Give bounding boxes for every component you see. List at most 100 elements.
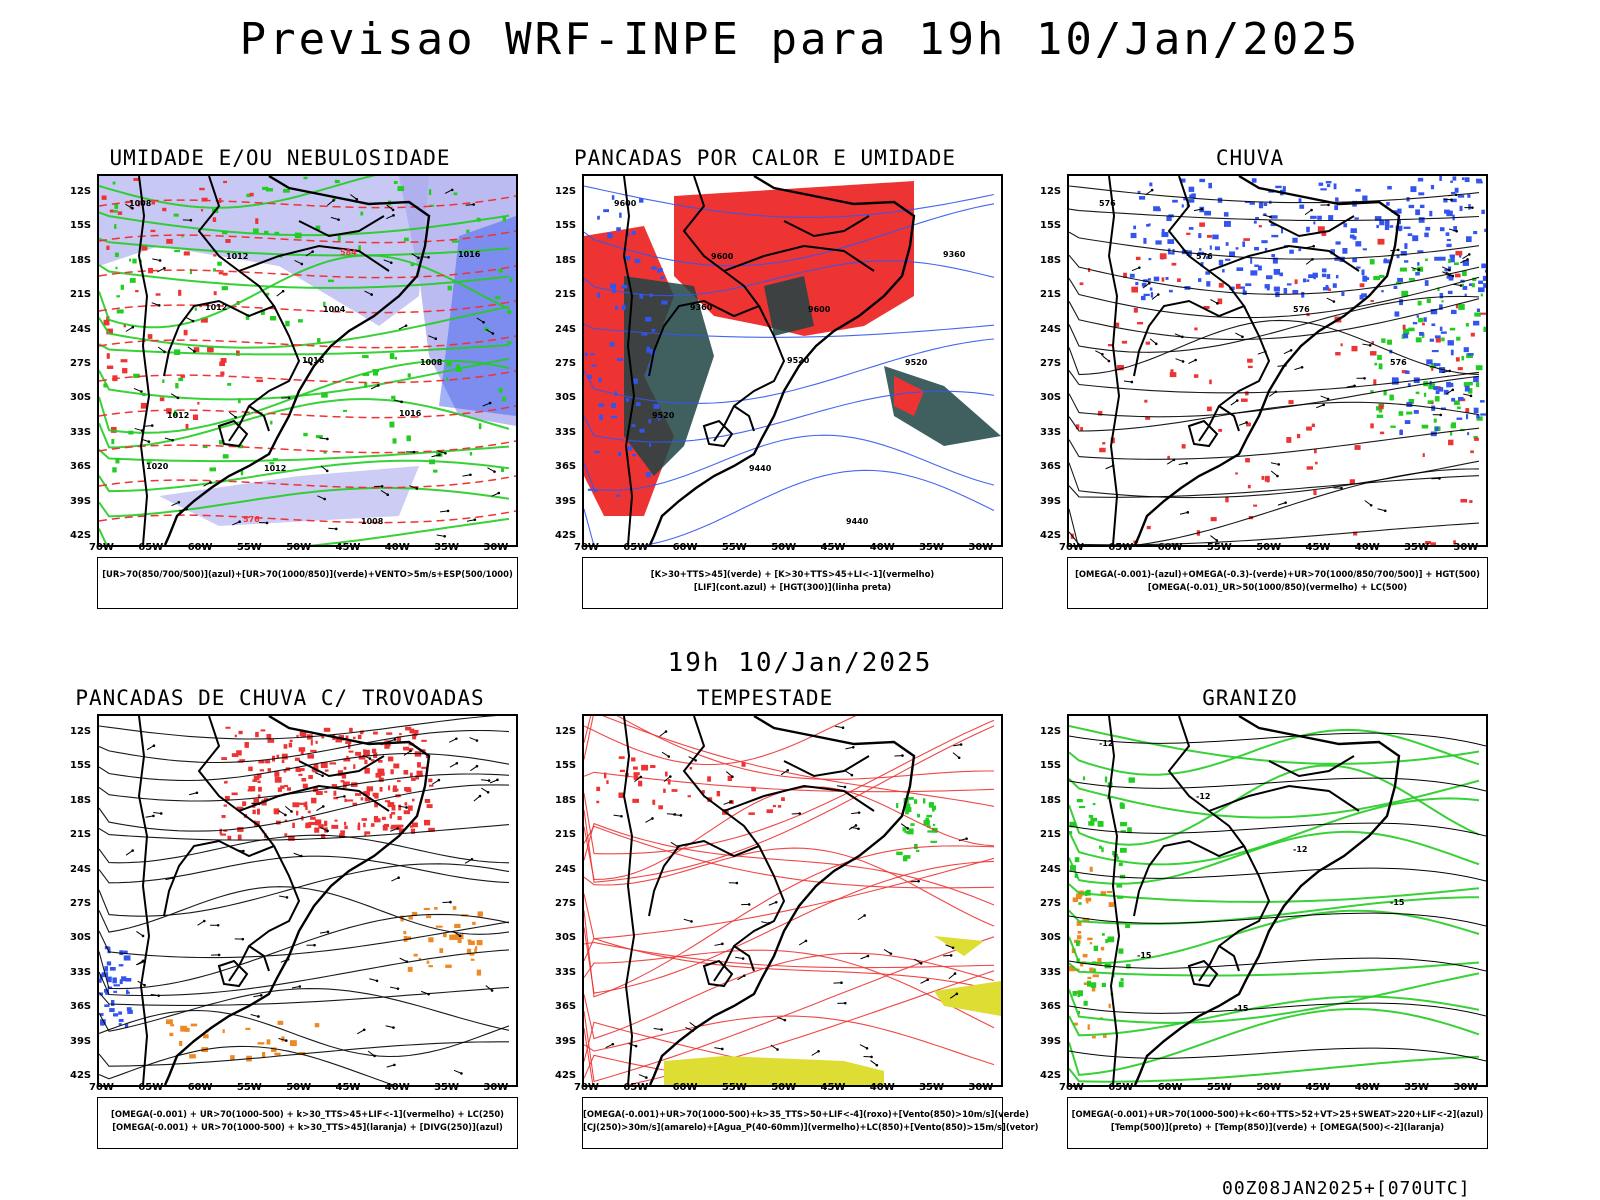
map-layer xyxy=(584,716,1001,1085)
map-plot xyxy=(582,714,1003,1087)
lon-tick-label: 40W xyxy=(1354,542,1380,553)
lon-tick-label: 55W xyxy=(1206,542,1232,553)
lon-tick-label: 45W xyxy=(820,542,846,553)
panel-trovoadas: PANCADAS DE CHUVA C/ TROVOADAS [OMEGA(-0… xyxy=(42,686,518,1166)
lon-tick-label: 45W xyxy=(335,542,361,553)
lat-tick-label: 21S xyxy=(555,289,577,301)
lon-tick-label: 30W xyxy=(968,1082,994,1093)
lat-tick-label: 30S xyxy=(1040,392,1062,404)
lat-tick-label: 15S xyxy=(70,760,92,772)
lat-tick-label: 21S xyxy=(555,829,577,841)
contour-label: -12 xyxy=(1099,739,1113,748)
contour-label: 9520 xyxy=(652,411,675,420)
contour-label: 9600 xyxy=(711,252,734,261)
lat-tick-label: 24S xyxy=(555,863,577,875)
contour-label: 1016 xyxy=(458,250,481,259)
lon-tick-label: 60W xyxy=(1157,1082,1183,1093)
lat-tick-label: 42S xyxy=(1040,1070,1062,1081)
map-layer: 1008 1012 1004 1008 1012 1012 1008 1016 1012 1016… xyxy=(99,176,516,545)
map-canvas: 576 576 576 576 xyxy=(1069,176,1486,545)
lat-tick-label: 15S xyxy=(1040,760,1062,772)
lon-tick-label: 50W xyxy=(286,1082,312,1093)
lat-tick-label: 15S xyxy=(1040,220,1062,232)
legend-box: [OMEGA(-0.001)-(azul)+OMEGA(-0.3)-(verde… xyxy=(1067,557,1488,609)
lat-tick-label: 24S xyxy=(1040,323,1062,335)
lat-tick-label: 27S xyxy=(555,898,577,909)
lon-tick-label: 40W xyxy=(1354,1082,1380,1093)
lat-tick-label: 27S xyxy=(555,358,577,369)
lat-tick-label: 12S xyxy=(555,726,577,737)
lon-tick-label: 50W xyxy=(771,542,797,553)
lon-tick-label: 70W xyxy=(1059,542,1084,553)
lat-tick-label: 18S xyxy=(555,254,577,266)
lon-tick-label: 30W xyxy=(483,1082,509,1093)
legend-box: [UR>70(850/700/500)](azul)+[UR>70(1000/8… xyxy=(97,557,518,609)
contour-label: -12 xyxy=(1196,792,1210,801)
contour-label: -15 xyxy=(1234,1004,1249,1013)
legend-line: [OMEGA(-0.001) + UR>70(1000-500) + k>30_… xyxy=(111,1109,504,1119)
lat-tick-label: 39S xyxy=(1040,495,1062,507)
lon-tick-label: 55W xyxy=(721,542,747,553)
lon-tick-label: 60W xyxy=(672,1082,698,1093)
map-layer: 9600 9600 9600 9520 9520 9440 9440 9360 9360 9520 xyxy=(584,176,1001,545)
lon-tick-label: 40W xyxy=(384,1082,410,1093)
legend-box: [OMEGA(-0.001)+UR>70(1000-500)+k<60+TTS>… xyxy=(1067,1097,1488,1149)
panel-umidade: UMIDADE E/OU NEBULOSIDADE 1008 1012 1004 10… xyxy=(42,146,518,626)
lat-tick-label: 18S xyxy=(70,254,92,266)
contour-label: 9360 xyxy=(690,303,713,312)
contour-label: 9440 xyxy=(749,464,772,473)
lon-tick-label: 50W xyxy=(771,1082,797,1093)
contour-label: 9520 xyxy=(787,356,810,365)
lon-tick-label: 40W xyxy=(869,542,895,553)
contour-label: 1016 xyxy=(302,356,325,365)
lat-tick-label: 33S xyxy=(70,966,92,978)
lat-tick-label: 24S xyxy=(70,863,92,875)
lat-tick-label: 30S xyxy=(1040,932,1062,944)
contour-label: 1020 xyxy=(146,462,169,471)
map-canvas: 1008 1012 1004 1008 1012 1012 1008 1016 1012 1016… xyxy=(99,176,516,545)
contour-label: 576 xyxy=(1390,358,1407,367)
lon-tick-label: 35W xyxy=(434,1082,460,1093)
lon-tick-label: 40W xyxy=(869,1082,895,1093)
legend-line: [OMEGA(-0.001) + UR>70(1000-500) + k>30_… xyxy=(112,1122,503,1132)
lat-tick-label: 33S xyxy=(1040,966,1062,978)
main-title: Previsao WRF-INPE para 19h 10/Jan/2025 xyxy=(239,14,1361,65)
lat-tick-label: 36S xyxy=(555,1001,577,1013)
lon-tick-label: 30W xyxy=(483,542,509,553)
contour-label: 584 xyxy=(340,248,357,257)
lat-tick-label: 15S xyxy=(555,220,577,232)
lat-tick-label: 30S xyxy=(70,392,92,404)
contour-label: 576 xyxy=(1196,252,1213,261)
panel-tempestade: TEMPESTADE [OMEGA(-0.001)+UR>70(1000-500… xyxy=(527,686,1039,1166)
lat-tick-label: 30S xyxy=(555,392,577,404)
lat-tick-label: 36S xyxy=(1040,1001,1062,1013)
lon-tick-label: 55W xyxy=(236,1082,262,1093)
lon-tick-label: 70W xyxy=(574,1082,599,1093)
lon-tick-label: 70W xyxy=(89,1082,114,1093)
map-plot: 576 576 576 576 xyxy=(1067,174,1488,547)
lon-tick-label: 35W xyxy=(919,1082,945,1093)
legend-box: [OMEGA(-0.001)+UR>70(1000-500)+k>35_TTS>… xyxy=(582,1097,1039,1149)
lon-tick-label: 35W xyxy=(1404,542,1430,553)
lon-tick-label: 70W xyxy=(1059,1082,1084,1093)
legend-line: [UR>70(850/700/500)](azul)+[UR>70(1000/8… xyxy=(102,569,513,579)
lon-tick-label: 35W xyxy=(1404,1082,1430,1093)
lat-tick-label: 27S xyxy=(70,898,92,909)
lon-tick-label: 35W xyxy=(919,542,945,553)
lon-tick-label: 65W xyxy=(623,542,649,553)
lat-tick-label: 39S xyxy=(1040,1035,1062,1047)
map-plot: 1008 1012 1004 1008 1012 1012 1008 1016 1012 1016… xyxy=(97,174,518,547)
legend-line: [OMEGA(-0.001)-(azul)+OMEGA(-0.3)-(verde… xyxy=(1075,569,1480,579)
lat-tick-label: 12S xyxy=(1040,726,1062,737)
contour-label: 9360 xyxy=(943,250,966,259)
lat-tick-label: 12S xyxy=(70,186,92,197)
lat-tick-label: 36S xyxy=(70,461,92,473)
lon-tick-label: 40W xyxy=(384,542,410,553)
lon-tick-label: 55W xyxy=(236,542,262,553)
lon-tick-label: 50W xyxy=(1256,542,1282,553)
run-timestamp: 00Z08JAN2025+[070UTC] xyxy=(1222,1178,1471,1199)
legend-line: [K>30+TTS>45](verde) + [K>30+TTS>45+LI<-… xyxy=(650,569,935,579)
panel-granizo: GRANIZO -12 -12 -12 -15 -15 -15 [OMEGA(-0.001… xyxy=(1012,686,1488,1166)
lon-tick-label: 30W xyxy=(1453,542,1479,553)
lat-tick-label: 33S xyxy=(1040,426,1062,438)
